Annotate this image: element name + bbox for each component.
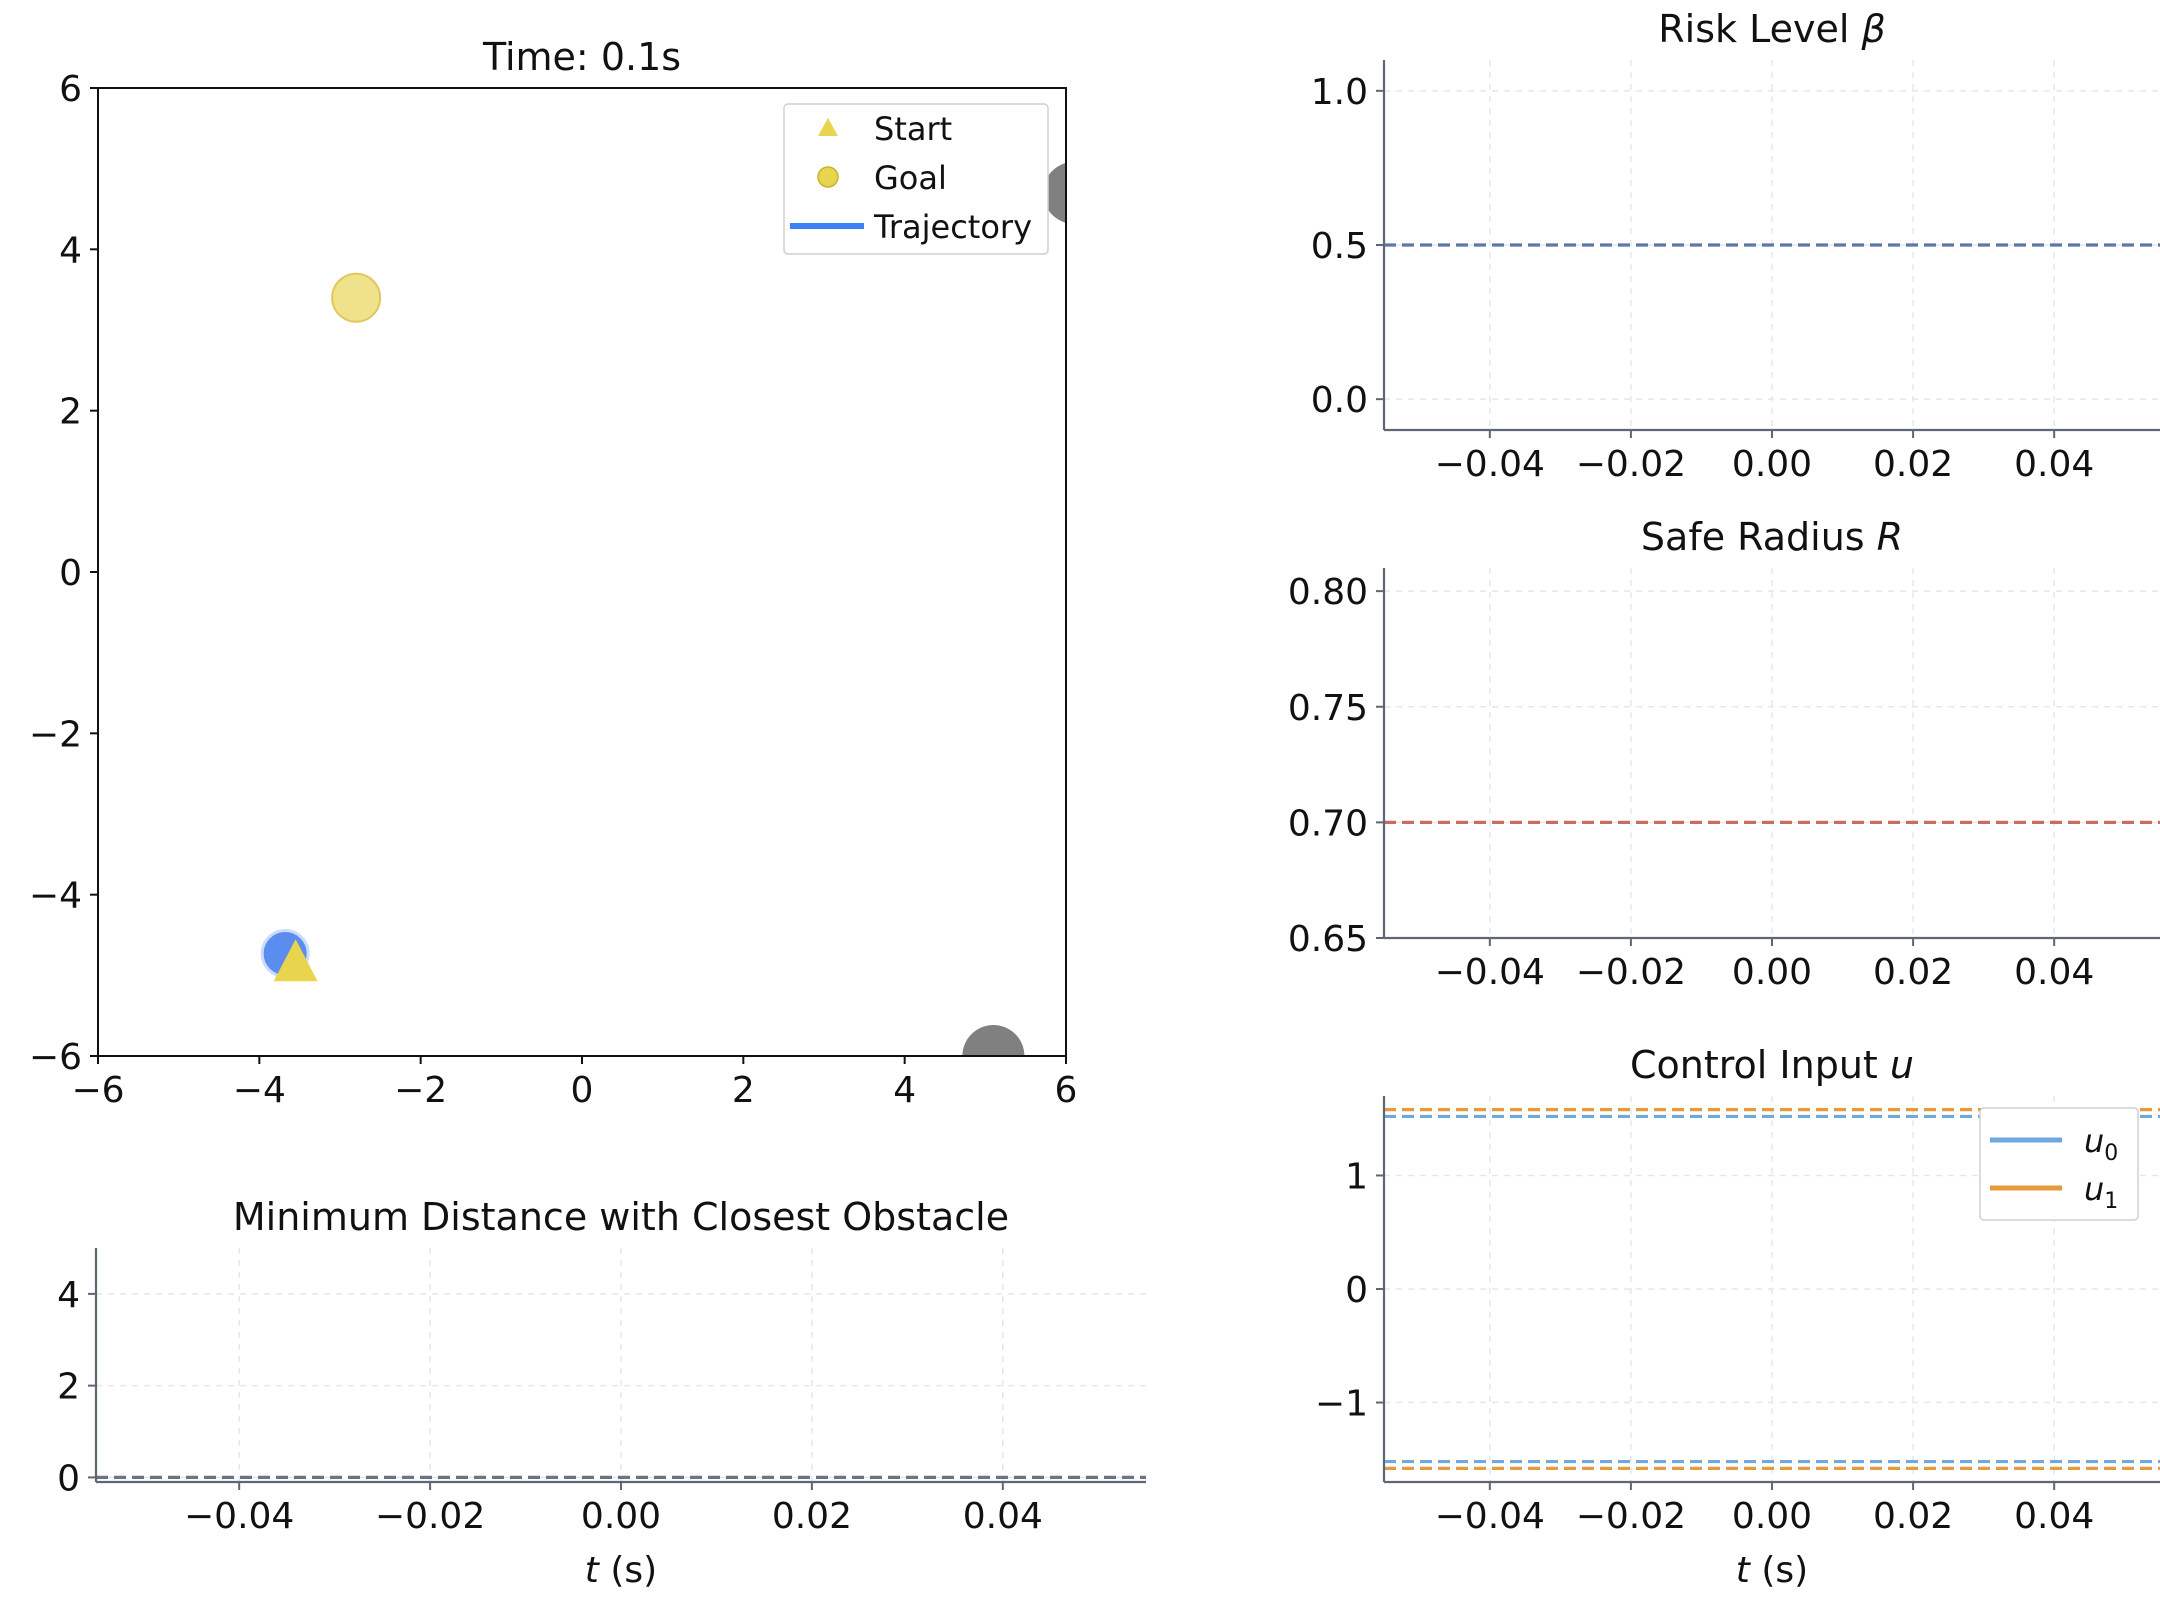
legend-label: u0 <box>2084 1122 2118 1166</box>
legend-label: Trajectory <box>873 208 1032 246</box>
x-tick-label: 0.00 <box>581 1496 661 1537</box>
mindist-axes: −0.04 −0.02 0.00 0.02 0.04 0 2 4 Minimum Distanc… <box>57 1195 1146 1591</box>
y-tick-label: 2 <box>57 1367 80 1408</box>
x-tick-label: −0.02 <box>1576 444 1686 485</box>
x-tick-label: −0.02 <box>375 1496 485 1537</box>
title-text: Risk Level <box>1658 7 1861 51</box>
y-tick-label: −1 <box>1315 1384 1368 1425</box>
legend-start-icon <box>818 118 838 136</box>
y-tick-label: 0.80 <box>1288 572 1368 613</box>
control-xlabel: t (s) <box>1736 1550 1808 1591</box>
obstacle <box>962 1025 1025 1056</box>
legend-label: u1 <box>2084 1170 2118 1214</box>
title-text: Safe Radius <box>1641 515 1877 559</box>
legend-var: u <box>2084 1122 2104 1160</box>
x-tick-label: 0.00 <box>1732 1496 1812 1537</box>
x-tick-label: −4 <box>233 1070 286 1111</box>
x-tick-label: 0.04 <box>963 1496 1043 1537</box>
x-tick-label: 6 <box>1055 1070 1078 1111</box>
xlabel-var: t <box>1736 1550 1752 1591</box>
x-tick-label: −6 <box>71 1070 124 1111</box>
x-tick-label: −0.04 <box>1435 952 1545 993</box>
trajectory-title: Time: 0.1s <box>482 35 681 79</box>
legend-label: Start <box>874 110 952 148</box>
control-title: Control Input u <box>1630 1043 1914 1087</box>
title-symbol: β <box>1860 7 1885 51</box>
x-tick-label: −0.04 <box>1435 444 1545 485</box>
y-tick-label: 0.0 <box>1311 380 1368 421</box>
x-tick-label: 0.02 <box>1873 952 1953 993</box>
y-tick-label: 1.0 <box>1311 72 1368 113</box>
xlabel-unit: (s) <box>1750 1550 1808 1591</box>
legend-subscript: 1 <box>2104 1189 2118 1214</box>
x-tick-label: 0.02 <box>1873 1496 1953 1537</box>
x-tick-label: −0.04 <box>1435 1496 1545 1537</box>
xlabel-unit: (s) <box>599 1550 657 1591</box>
y-tick-label: 0.5 <box>1311 226 1368 267</box>
x-tick-label: 4 <box>893 1070 916 1111</box>
title-symbol: u <box>1890 1043 1914 1087</box>
x-tick-label: 0.04 <box>2014 444 2094 485</box>
start-marker <box>273 939 318 982</box>
y-tick-label: −2 <box>29 714 82 755</box>
x-tick-label: 0.00 <box>1732 952 1812 993</box>
legend-goal-icon <box>817 166 839 188</box>
x-tick-label: −0.02 <box>1576 1496 1686 1537</box>
x-tick-label: 0.04 <box>2014 952 2094 993</box>
title-text: Control Input <box>1630 1043 1890 1087</box>
goal-marker <box>331 272 382 323</box>
risk-axes: −0.04 −0.02 0.00 0.02 0.04 0.0 0.5 1.0 Risk Leve… <box>1311 7 2160 485</box>
x-tick-label: −0.04 <box>184 1496 294 1537</box>
risk-title: Risk Level β <box>1658 7 1886 51</box>
legend-label: Goal <box>874 159 947 197</box>
y-tick-label: 0 <box>57 1458 80 1499</box>
x-tick-label: 0.04 <box>2014 1496 2094 1537</box>
y-tick-label: 4 <box>59 230 82 271</box>
y-tick-label: 0.70 <box>1288 803 1368 844</box>
trajectory-markers <box>260 162 1066 1056</box>
legend-subscript: 0 <box>2104 1141 2118 1166</box>
legend-box <box>783 103 1049 255</box>
y-tick-label: 2 <box>59 392 82 433</box>
mindist-xlabel: t (s) <box>585 1550 657 1591</box>
obstacle <box>1043 162 1066 223</box>
mindist-title: Minimum Distance with Closest Obstacle <box>233 1195 1009 1239</box>
y-tick-label: 4 <box>57 1275 80 1316</box>
title-symbol: R <box>1877 515 1903 559</box>
radius-title: Safe Radius R <box>1641 515 1903 559</box>
y-tick-label: 6 <box>59 69 82 110</box>
trajectory-legend: Start Goal Trajectory <box>783 103 1049 255</box>
trajectory-axes: −6 −4 −2 0 2 4 6 −6 −4 −2 0 2 4 6 Time: 0.1s Start Goal T… <box>29 35 1078 1111</box>
x-tick-label: 2 <box>732 1070 755 1111</box>
y-tick-label: 0 <box>1345 1270 1368 1311</box>
y-tick-label: 0.65 <box>1288 919 1368 960</box>
x-tick-label: 0.00 <box>1732 444 1812 485</box>
control-axes: −0.04 −0.02 0.00 0.02 0.04 −1 0 1 Control Input … <box>1315 1043 2160 1591</box>
y-tick-label: −6 <box>29 1037 82 1078</box>
x-tick-label: −2 <box>394 1070 447 1111</box>
y-tick-label: 0 <box>59 553 82 594</box>
y-tick-label: −4 <box>29 876 82 917</box>
radius-axes: −0.04 −0.02 0.00 0.02 0.04 0.65 0.70 0.75 0.80 Sa… <box>1288 515 2160 993</box>
y-tick-label: 1 <box>1345 1156 1368 1197</box>
legend-var: u <box>2084 1170 2104 1208</box>
y-tick-label: 0.75 <box>1288 688 1368 729</box>
x-tick-label: 0.02 <box>1873 444 1953 485</box>
xlabel-var: t <box>585 1550 601 1591</box>
legend-box <box>1979 1107 2139 1221</box>
x-tick-label: 0.02 <box>772 1496 852 1537</box>
x-tick-label: −0.02 <box>1576 952 1686 993</box>
x-tick-label: 0 <box>571 1070 594 1111</box>
